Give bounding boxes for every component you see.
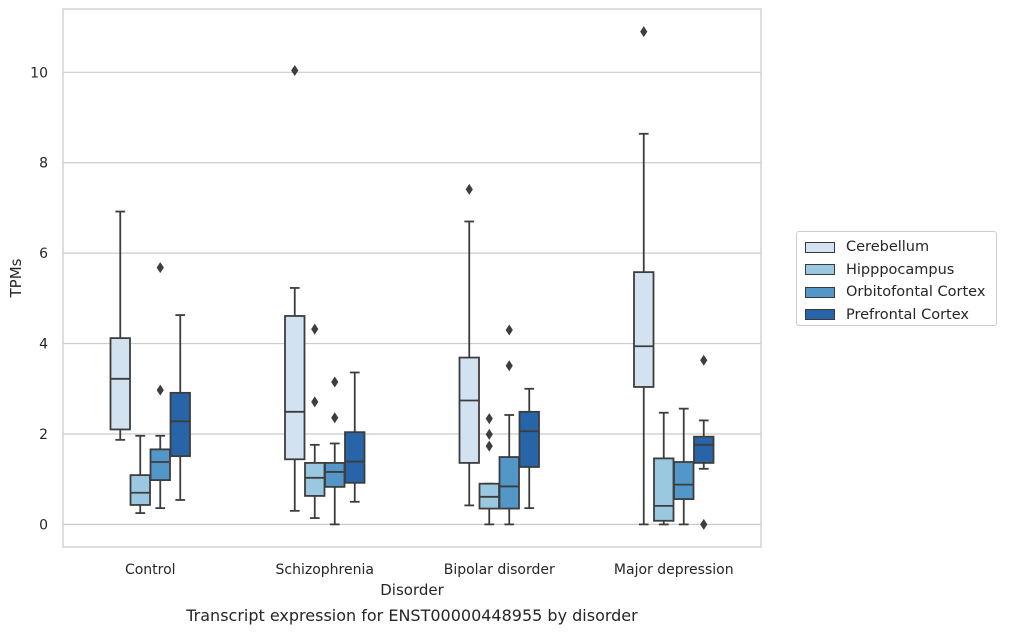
box-orbitofontal-cortex: [673, 407, 695, 526]
box-hipppocampus: [478, 413, 500, 526]
outlier-point: [156, 384, 164, 396]
outlier-point: [700, 518, 708, 530]
boxes: [109, 26, 715, 530]
iqr-box: [498, 456, 520, 510]
x-tick-label: Bipolar disorder: [444, 562, 555, 578]
box-prefrontal-cortex: [169, 314, 191, 501]
legend-swatch: [805, 286, 835, 298]
outlier-point: [291, 64, 299, 76]
iqr-box: [653, 457, 675, 522]
box-prefrontal-cortex: [344, 371, 366, 503]
outlier-point: [156, 262, 164, 274]
x-tick-labels: Control Schizophrenia Bipolar disorder Majo…: [125, 562, 734, 578]
box-cerebellum: [109, 210, 131, 441]
iqr-box: [149, 448, 171, 481]
legend-item: Orbitofontal Cortex: [805, 281, 996, 304]
y-tick-label: 8: [39, 156, 48, 172]
outlier-point: [700, 354, 708, 366]
y-tick-label: 0: [39, 517, 48, 533]
outlier-point: [331, 412, 339, 424]
box-orbitofontal-cortex: [149, 262, 171, 510]
legend-swatch: [805, 264, 835, 276]
box-hipppocampus: [129, 434, 151, 514]
outlier-point: [485, 440, 493, 452]
outlier-point: [311, 396, 319, 408]
y-tick-labels: 0 2 4 6 8 10: [30, 65, 48, 533]
x-tick-label: Major depression: [614, 562, 734, 578]
legend-label: Prefrontal Cortex: [846, 306, 969, 323]
x-tick-label: Control: [125, 562, 176, 578]
box-cerebellum: [633, 26, 655, 526]
box-orbitofontal-cortex: [498, 324, 520, 526]
iqr-box: [304, 462, 326, 497]
outlier-point: [485, 428, 493, 440]
box-hipppocampus: [653, 411, 675, 526]
box-hipppocampus: [304, 323, 326, 519]
legend: Cerebellum Hipppocampus Orbitofontal Corte…: [796, 231, 997, 326]
iqr-box: [109, 337, 131, 431]
iqr-box: [169, 391, 191, 458]
outlier-point: [331, 376, 339, 388]
iqr-box: [324, 462, 346, 488]
iqr-box: [344, 431, 366, 484]
box-prefrontal-cortex: [693, 354, 715, 530]
iqr-box: [458, 356, 480, 464]
legend-label: Hipppocampus: [846, 261, 955, 278]
iqr-box: [673, 461, 695, 500]
iqr-box: [518, 410, 540, 468]
x-axis-title: Disorder: [380, 581, 444, 599]
box-orbitofontal-cortex: [324, 376, 346, 526]
y-tick-label: 6: [39, 246, 48, 262]
outlier-point: [640, 26, 648, 38]
legend-item: Prefrontal Cortex: [805, 304, 996, 327]
legend-swatch: [805, 309, 835, 321]
plot-frame: [62, 8, 762, 548]
box-cerebellum: [458, 183, 480, 507]
box-prefrontal-cortex: [518, 387, 540, 510]
y-tick-label: 10: [30, 65, 48, 81]
outlier-point: [505, 324, 513, 336]
iqr-box: [129, 474, 151, 506]
iqr-box: [633, 271, 655, 388]
iqr-box: [284, 315, 306, 461]
legend-item: Hipppocampus: [805, 259, 996, 282]
box-cerebellum: [284, 64, 306, 512]
legend-label: Orbitofontal Cortex: [846, 284, 986, 301]
outlier-point: [311, 323, 319, 335]
legend-label: Cerebellum: [846, 239, 930, 256]
outlier-point: [505, 360, 513, 372]
y-tick-label: 2: [39, 427, 48, 443]
chart-caption: Transcript expression for ENST0000044895…: [186, 606, 638, 625]
legend-swatch: [805, 241, 835, 253]
outlier-point: [465, 183, 473, 195]
iqr-box: [693, 435, 715, 464]
legend-item: Cerebellum: [805, 236, 996, 259]
x-tick-label: Schizophrenia: [276, 562, 374, 578]
y-axis-title: TPMs: [7, 258, 25, 298]
y-tick-label: 4: [39, 337, 48, 353]
outlier-point: [485, 413, 493, 425]
